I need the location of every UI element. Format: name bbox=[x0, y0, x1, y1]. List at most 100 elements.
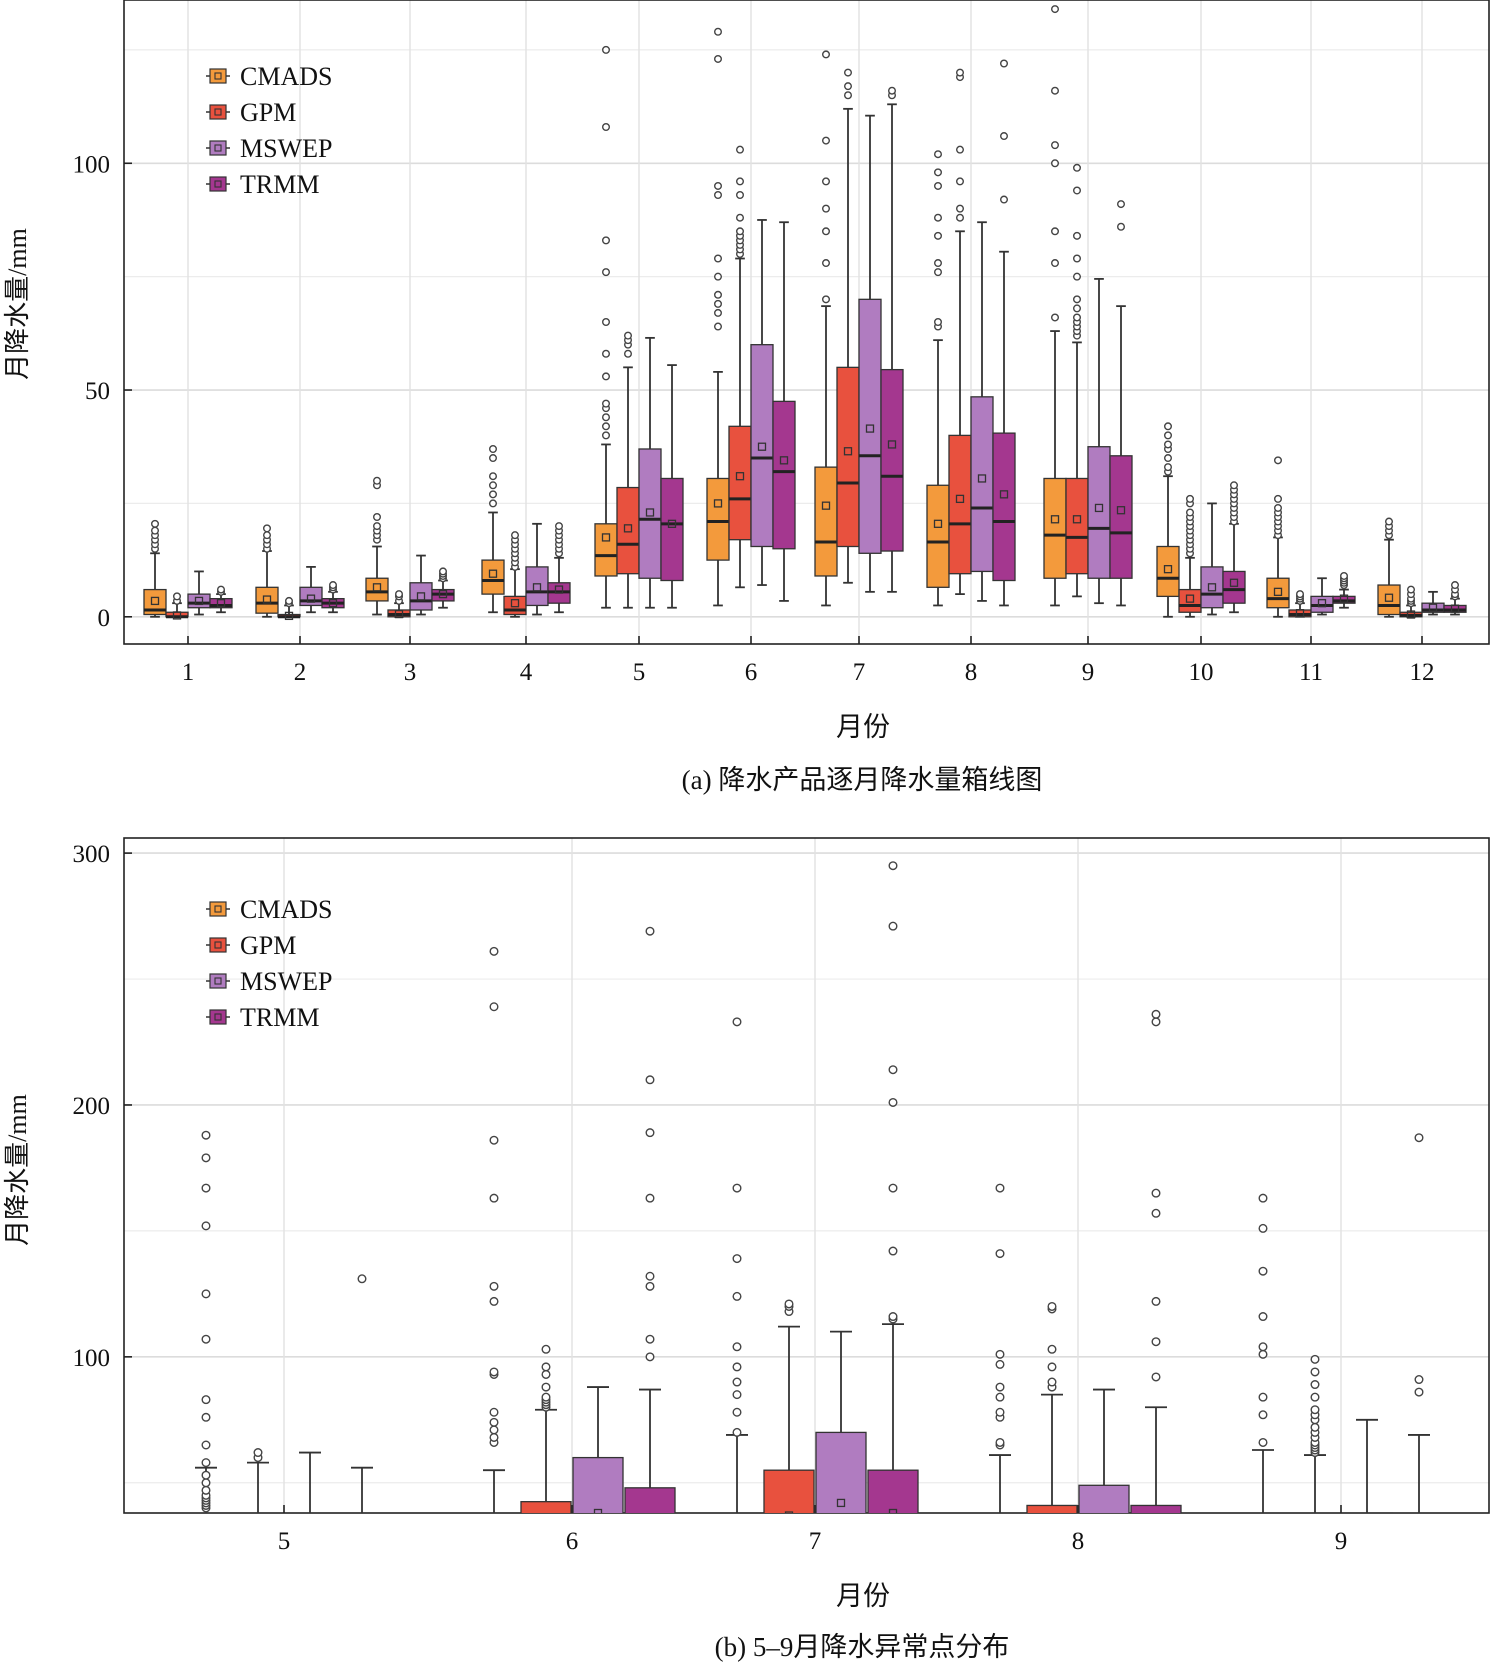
box-gpm-7 bbox=[763, 1299, 815, 1513]
outlier-point bbox=[1047, 1344, 1057, 1354]
outlier-point bbox=[489, 499, 498, 508]
box-body bbox=[520, 1501, 572, 1513]
outlier-point bbox=[888, 86, 897, 95]
legend-mean-marker bbox=[214, 72, 222, 80]
mean-marker bbox=[836, 1498, 846, 1508]
legend-label: MSWEP bbox=[240, 134, 332, 163]
legend-item-cmads: CMADS bbox=[206, 62, 332, 91]
outlier-point bbox=[1258, 1193, 1268, 1203]
x-tick-label: 9 bbox=[1082, 659, 1095, 686]
legend-item-cmads: CMADS bbox=[206, 895, 332, 924]
panel-b-chart: 月降水量/mm 月份 (b) 5–9月降水异常点分布 100 200 300 5 6 7 8… bbox=[3, 837, 1490, 1662]
legend-item-gpm: GPM bbox=[206, 931, 296, 960]
outlier-point bbox=[1258, 1266, 1268, 1276]
outlier-point bbox=[956, 145, 965, 154]
outlier-point bbox=[1050, 259, 1059, 268]
outlier-point bbox=[714, 290, 723, 299]
x-tick-label: 5 bbox=[278, 1528, 291, 1555]
outlier-point bbox=[1414, 1133, 1424, 1143]
mean-marker bbox=[977, 474, 987, 483]
outlier-point bbox=[201, 1183, 211, 1193]
box-body bbox=[970, 396, 994, 573]
mean-marker bbox=[1416, 1546, 1423, 1553]
outlier-point bbox=[602, 349, 611, 358]
mean-marker bbox=[372, 583, 382, 592]
box-cmads-9 bbox=[1252, 1193, 1274, 1513]
box-body bbox=[1087, 446, 1111, 579]
box-gpm-1 bbox=[165, 592, 189, 620]
box-body bbox=[1078, 1484, 1130, 1513]
box-trmm-8 bbox=[992, 59, 1016, 607]
box-body bbox=[187, 593, 211, 609]
x-tick-label: 8 bbox=[965, 659, 978, 686]
outlier-point bbox=[1185, 494, 1194, 503]
box-body bbox=[1130, 1504, 1182, 1513]
box-body bbox=[525, 566, 549, 607]
outlier-point bbox=[844, 68, 853, 77]
outlier-point bbox=[1072, 304, 1081, 313]
mean-marker bbox=[1207, 583, 1217, 592]
outlier-point bbox=[736, 191, 745, 200]
mean-marker bbox=[865, 424, 875, 433]
legend-label: TRMM bbox=[240, 170, 319, 199]
mean-marker bbox=[488, 569, 498, 578]
box-mswep-7 bbox=[815, 1330, 867, 1513]
box-trmm-5 bbox=[660, 364, 684, 609]
outlier-point bbox=[934, 259, 943, 268]
outlier-point bbox=[1384, 517, 1393, 526]
box-mswep-6 bbox=[572, 1386, 624, 1513]
box-body bbox=[1156, 545, 1180, 598]
outlier-point bbox=[1151, 1208, 1161, 1218]
outlier-point bbox=[602, 122, 611, 131]
box-trmm-1 bbox=[209, 585, 233, 614]
mean-marker bbox=[1339, 594, 1349, 603]
x-tick-label: 6 bbox=[745, 659, 758, 686]
outlier-point bbox=[1000, 132, 1009, 141]
outlier-point bbox=[1151, 1337, 1161, 1347]
box-cmads-11 bbox=[1266, 456, 1290, 618]
outlier-point bbox=[822, 227, 831, 236]
box-trmm-9 bbox=[1109, 200, 1133, 607]
outlier-point bbox=[602, 268, 611, 277]
box-mswep-8 bbox=[1078, 1388, 1130, 1513]
outlier-point bbox=[1072, 295, 1081, 304]
outlier-point bbox=[934, 268, 943, 277]
outlier-point bbox=[822, 50, 831, 59]
outlier-point bbox=[1310, 1405, 1320, 1415]
outlier-point bbox=[216, 585, 225, 594]
box-cmads-8 bbox=[926, 150, 950, 607]
legend-item-mswep: MSWEP bbox=[206, 967, 332, 996]
box-gpm-6 bbox=[728, 145, 752, 589]
outlier-point bbox=[1163, 463, 1172, 472]
outlier-point bbox=[714, 272, 723, 281]
outlier-point bbox=[1072, 313, 1081, 322]
outlier-point bbox=[602, 236, 611, 245]
mean-marker bbox=[150, 596, 160, 606]
outlier-point bbox=[373, 476, 382, 485]
outlier-point bbox=[956, 68, 965, 77]
outlier-point bbox=[201, 1470, 211, 1480]
outlier-point bbox=[1050, 141, 1059, 150]
mean-marker bbox=[933, 519, 943, 528]
outlier-point bbox=[1072, 231, 1081, 240]
outlier-point bbox=[995, 1407, 1005, 1417]
outlier-point bbox=[489, 1432, 499, 1442]
outlier-point bbox=[736, 213, 745, 222]
outlier-point bbox=[541, 1362, 551, 1372]
x-tick-label: 8 bbox=[1072, 1528, 1085, 1555]
legend-mean-marker bbox=[214, 144, 222, 152]
mean-marker bbox=[843, 447, 853, 456]
outlier-point bbox=[602, 45, 611, 54]
box-body bbox=[926, 484, 950, 588]
mean-marker bbox=[1273, 587, 1283, 596]
box-trmm-6 bbox=[624, 926, 676, 1513]
box-trmm-11 bbox=[1332, 571, 1356, 609]
outlier-point bbox=[489, 1425, 499, 1435]
outlier-point bbox=[150, 519, 159, 528]
mean-marker bbox=[394, 609, 404, 619]
outlier-point bbox=[645, 1193, 655, 1203]
box-mswep-8 bbox=[970, 221, 994, 602]
outlier-point bbox=[602, 431, 611, 440]
outlier-point bbox=[888, 921, 898, 931]
